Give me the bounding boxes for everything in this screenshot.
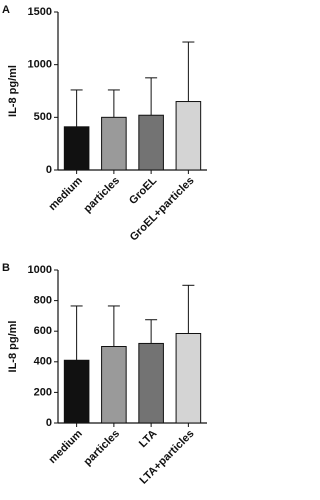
y-tick-label: 500 [34,111,52,123]
bar [63,359,90,424]
y-tick-label: 200 [34,386,52,398]
x-tick-label: particles [82,428,122,468]
bar [63,126,90,171]
x-tick-label: LTA [137,428,159,450]
bar [138,114,164,171]
bar [175,332,202,424]
y-tick-label: 1000 [28,264,52,276]
bar [138,342,164,424]
y-tick-label: 800 [34,295,52,307]
y-tick-label: 1500 [28,6,52,18]
x-tick-label: GroEL [127,175,159,207]
x-tick-label: GroEL+particles [128,175,197,244]
y-axis-label: IL-8 pg/ml [7,321,19,373]
y-tick-label: 0 [46,417,52,429]
panel-label: B [2,262,10,274]
y-tick-label: 1000 [28,59,52,71]
bar [175,101,202,171]
y-tick-label: 0 [46,164,52,176]
y-axis-label: IL-8 pg/ml [7,65,19,117]
panel-label: A [2,4,10,16]
bar [101,116,127,171]
x-tick-label: particles [82,175,122,215]
x-tick-label: medium [46,175,84,213]
bar [101,346,127,424]
y-tick-label: 600 [34,325,52,337]
x-tick-label: medium [46,428,84,466]
y-tick-label: 400 [34,356,52,368]
